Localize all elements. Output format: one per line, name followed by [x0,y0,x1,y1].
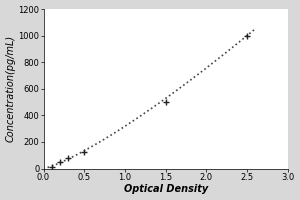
Y-axis label: Concentration(pg/mL): Concentration(pg/mL) [6,35,16,142]
X-axis label: Optical Density: Optical Density [124,184,208,194]
